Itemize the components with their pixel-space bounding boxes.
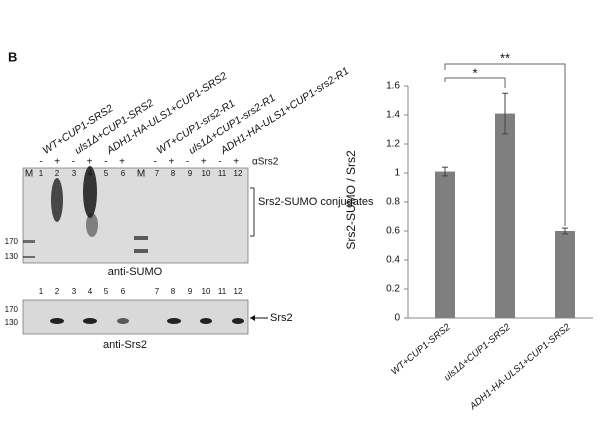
bar bbox=[495, 113, 515, 318]
antibody: αSrs2 bbox=[252, 157, 279, 168]
bar bbox=[435, 171, 455, 318]
sign: - bbox=[39, 157, 42, 168]
blot-bands bbox=[23, 166, 244, 324]
lane-label: M bbox=[25, 169, 33, 180]
caption: anti-Srs2 bbox=[103, 339, 147, 351]
y-tick-label: 0.2 bbox=[386, 284, 400, 295]
bracket bbox=[250, 187, 255, 237]
lane-label: 6 bbox=[121, 169, 126, 178]
marker: 130 bbox=[5, 318, 19, 327]
y-tick-label: 1.6 bbox=[386, 81, 400, 92]
sign: + bbox=[54, 157, 60, 168]
sign: + bbox=[168, 157, 174, 168]
lane-label: M bbox=[137, 169, 145, 180]
annotation: Srs2-SUMO conjugates bbox=[258, 196, 374, 208]
annotation: Srs2 bbox=[270, 312, 293, 324]
y-axis-label: Srs2-SUMO / Srs2 bbox=[344, 150, 358, 250]
lane-label: 12 bbox=[234, 169, 243, 178]
lane-label: 4 bbox=[88, 287, 93, 296]
significance: ** bbox=[500, 50, 510, 65]
lane-label: 2 bbox=[55, 169, 60, 178]
y-tick-label: 1 bbox=[394, 168, 400, 179]
sign: - bbox=[218, 157, 221, 168]
lane-header: ADH1-HA-ULS1+CUP1-srs2-R1 bbox=[218, 65, 351, 157]
lane-label: 1 bbox=[39, 169, 44, 178]
lower-blot bbox=[22, 299, 249, 335]
sign: + bbox=[233, 157, 239, 168]
sign: - bbox=[104, 157, 107, 168]
lane-label: 4 bbox=[88, 169, 93, 178]
sign: - bbox=[154, 157, 157, 168]
sign: - bbox=[72, 157, 75, 168]
lane-label: 9 bbox=[188, 169, 193, 178]
x-tick-label: ADH1-HA-ULS1+CUP1-SRS2 bbox=[467, 321, 573, 412]
arrow-head bbox=[250, 315, 255, 321]
lane-label: 1 bbox=[39, 287, 44, 296]
marker: 170 bbox=[5, 305, 19, 314]
lane-label: 6 bbox=[121, 287, 126, 296]
significance-bracket bbox=[444, 77, 506, 88]
significance-bracket bbox=[444, 63, 566, 226]
y-tick-label: 0.8 bbox=[386, 197, 400, 208]
lane-label: 10 bbox=[202, 169, 211, 178]
sign: + bbox=[119, 157, 125, 168]
lane-label: 5 bbox=[104, 287, 109, 296]
lane-label: 8 bbox=[171, 287, 176, 296]
marker: 170 bbox=[5, 237, 19, 246]
sign: - bbox=[186, 157, 189, 168]
lane-label: 12 bbox=[234, 287, 243, 296]
lane-label: 10 bbox=[202, 287, 211, 296]
lane-label: 2 bbox=[55, 287, 60, 296]
lane-label: 9 bbox=[188, 287, 193, 296]
x-tick-label: WT+CUP1-SRS2 bbox=[389, 321, 453, 377]
lane-label: 11 bbox=[218, 287, 227, 296]
lane-label: 3 bbox=[72, 287, 77, 296]
sign: + bbox=[201, 157, 207, 168]
y-tick-label: 0.6 bbox=[386, 226, 400, 237]
caption: anti-SUMO bbox=[108, 266, 163, 278]
lane-label: 7 bbox=[155, 169, 160, 178]
lane-label: 5 bbox=[104, 169, 109, 178]
y-tick-label: 0.4 bbox=[386, 255, 400, 266]
significance: * bbox=[472, 65, 477, 80]
bar bbox=[555, 231, 575, 318]
lane-label: 8 bbox=[171, 169, 176, 178]
lane-label: 11 bbox=[218, 169, 227, 178]
y-tick-label: 1.2 bbox=[386, 139, 400, 150]
panel-label: B bbox=[8, 49, 17, 64]
y-tick-label: 1.4 bbox=[386, 110, 400, 121]
y-tick-label: 0 bbox=[394, 313, 400, 324]
sign: + bbox=[87, 157, 93, 168]
marker: 130 bbox=[5, 252, 19, 261]
lane-label: 7 bbox=[155, 287, 160, 296]
lane-label: 3 bbox=[72, 169, 77, 178]
